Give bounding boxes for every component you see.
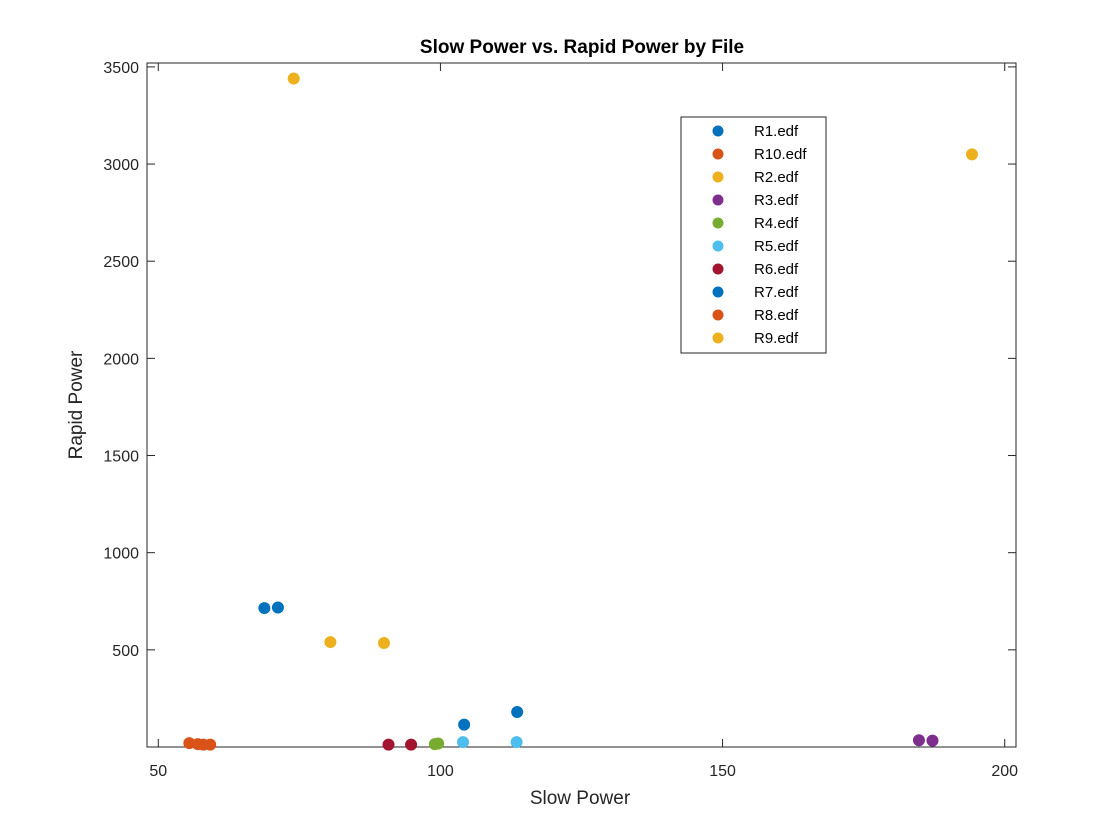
y-axis-label: Rapid Power: [66, 350, 87, 459]
legend-item: R10.edf: [712, 146, 807, 163]
legend-marker: [712, 286, 724, 298]
legend-item: R4.edf: [712, 215, 799, 232]
x-axis-label: Slow Power: [530, 788, 631, 809]
y-tick-label: 3500: [103, 60, 139, 77]
legend-label: R7.edf: [754, 284, 799, 301]
chart-title: Slow Power vs. Rapid Power by File: [420, 37, 744, 58]
x-tick-label: 100: [427, 763, 454, 780]
data-point-r5-2: [510, 736, 523, 749]
legend-marker: [712, 171, 724, 183]
legend-marker: [712, 194, 724, 206]
legend-label: R2.edf: [754, 169, 799, 186]
data-point-r1-2: [271, 601, 284, 614]
data-point-r2-2: [378, 637, 390, 650]
legend-label: R9.edf: [754, 330, 799, 347]
legend-box: [680, 116, 827, 354]
legend-label: R10.edf: [754, 146, 807, 163]
legend-item: R8.edf: [712, 307, 799, 324]
data-point-r8-2: [204, 738, 217, 751]
x-tick-label: 150: [709, 763, 736, 780]
legend-item: R2.edf: [712, 169, 799, 186]
legend-item: R5.edf: [712, 238, 799, 255]
legend-item: R3.edf: [712, 192, 799, 209]
legend-label: R6.edf: [754, 261, 799, 278]
data-point-r4-2: [432, 737, 445, 750]
legend-label: R3.edf: [754, 192, 799, 209]
x-tick-label: 200: [991, 763, 1018, 780]
y-tick-label: 1000: [103, 546, 139, 563]
data-point-r9-1: [287, 72, 300, 85]
data-point-r6-1: [382, 738, 395, 751]
data-point-r6-2: [405, 738, 418, 751]
y-tick-label: 2000: [103, 351, 139, 368]
legend-marker: [712, 240, 724, 252]
y-tick-label: 2500: [103, 254, 139, 271]
legend-label: R5.edf: [754, 238, 799, 255]
data-point-r3-2: [926, 734, 939, 747]
legend-marker: [712, 332, 724, 344]
data-point-r9-2: [965, 148, 978, 161]
y-tick-label: 3000: [103, 157, 139, 174]
axis-ticks: 50 100 150 200 500 1000 1500 2000 2500 3000 3500: [103, 60, 1018, 780]
data-point-r7-1: [458, 718, 471, 731]
plot-area: [146, 62, 1017, 748]
legend-label: R8.edf: [754, 307, 799, 324]
legend-label: R1.edf: [754, 123, 799, 140]
data-point-r7-2: [511, 706, 524, 719]
legend: R1.edf R10.edf R2.edf R3.edf R4.edf R5.edf R6.…: [680, 116, 827, 354]
legend-marker: [712, 309, 724, 321]
legend-item: R7.edf: [712, 284, 799, 301]
data-point-r5-1: [457, 736, 469, 749]
legend-item: R9.edf: [712, 330, 799, 347]
legend-marker: [712, 217, 724, 229]
data-point-r3-1: [912, 734, 925, 747]
legend-item: R1.edf: [712, 123, 799, 140]
y-tick-label: 1500: [103, 449, 139, 466]
legend-marker: [712, 263, 724, 275]
x-tick-label: 50: [149, 763, 167, 780]
legend-marker: [712, 148, 724, 160]
legend-marker: [712, 125, 724, 137]
legend-item: R6.edf: [712, 261, 799, 278]
data-points: [183, 72, 978, 751]
legend-label: R4.edf: [754, 215, 799, 232]
data-point-r2-1: [324, 636, 337, 649]
data-point-r1-1: [258, 602, 271, 615]
y-tick-label: 500: [112, 643, 139, 660]
